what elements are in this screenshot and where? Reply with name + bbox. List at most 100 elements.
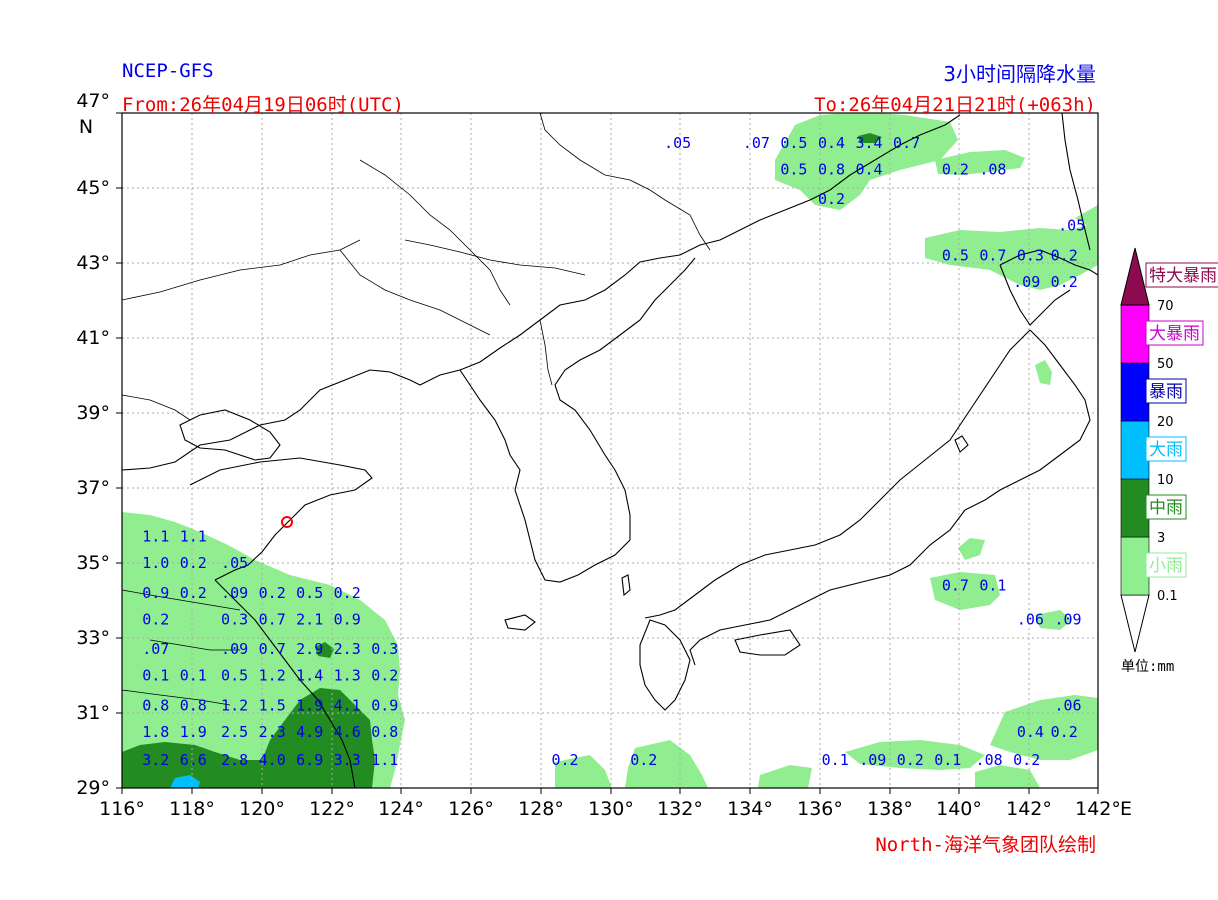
precip-value-label: 0.2 (142, 610, 169, 628)
precip-value-label: 0.2 (371, 667, 398, 685)
precip-value-label: 0.8 (180, 697, 207, 715)
lon-tick: 122° (309, 798, 355, 820)
legend-category: 大雨 (1145, 436, 1187, 462)
precip-value-label: 0.7 (259, 610, 286, 628)
coast-sado (954, 435, 969, 453)
lon-tick: 138° (867, 798, 913, 820)
lon-tick: 130° (588, 798, 634, 820)
lat-tick: 31° (76, 702, 110, 724)
moderate-area-ne (858, 133, 882, 143)
from-time: From:26年04月19日06时(UTC) (122, 94, 404, 116)
precip-value-label: 0.3 (221, 610, 248, 628)
lon-tick: 132° (657, 798, 703, 820)
border-russia-china (539, 113, 711, 251)
map-title: 3小时间隔降水量 (943, 62, 1096, 86)
lat-tick: 37° (76, 477, 110, 499)
lat-tick: 33° (76, 627, 110, 649)
precip-value-label: 0.2 (551, 751, 578, 769)
lon-tick: 126° (448, 798, 494, 820)
precip-value-label: 0.1 (979, 577, 1006, 595)
rain-area-south-5 (975, 765, 1040, 788)
coast-jeju (504, 614, 536, 631)
coast-russia-pacific (679, 114, 961, 256)
rain-area-sea (1035, 360, 1052, 385)
precip-value-label: 4.9 (296, 723, 323, 741)
precip-value-label: .05 (221, 554, 248, 572)
location-marker (281, 516, 293, 528)
precip-value-label: .07 (142, 640, 169, 658)
model-label: NCEP-GFS (122, 60, 214, 82)
precip-value-label: .06 (1054, 697, 1081, 715)
legend-category: 中雨 (1145, 494, 1187, 520)
precip-values: .05 .07 0.5 0.4 3.4 0.7 0.5 0.8 0.4 0.2 .08 0.2 .05 0… (142, 134, 1085, 769)
precip-value-label: 2.3 (334, 640, 361, 658)
legend-swatch-moderate (1120, 478, 1150, 538)
precip-value-label: 0.7 (259, 640, 286, 658)
lon-tick-labels: 116° 118° 120° 122° 124° 126° 128° 130° 132°… (99, 798, 1052, 820)
legend-category-label: 中雨 (1149, 498, 1183, 518)
precip-value-label: 0.5 (780, 134, 807, 152)
border-korea (539, 319, 553, 386)
legend-unit: 单位:mm (1121, 659, 1175, 675)
precip-value-label: 0.1 (180, 667, 207, 685)
legend-threshold: 3 (1157, 531, 1165, 546)
precip-value-label: 0.2 (897, 751, 924, 769)
rain-area-far-ne (1075, 205, 1098, 232)
lat-tick: 39° (76, 402, 110, 424)
precip-value-label: 0.2 (180, 584, 207, 602)
precip-value-label: .08 (979, 160, 1006, 178)
precip-value-label: 0.2 (630, 751, 657, 769)
legend-threshold: 0.1 (1157, 589, 1178, 604)
precip-value-label: 0.2 (180, 554, 207, 572)
precip-value-label: 0.9 (371, 697, 398, 715)
coast-tsushima (621, 574, 631, 597)
precip-value-label: 0.8 (818, 160, 845, 178)
legend-category-label: 暴雨 (1149, 382, 1183, 402)
precip-value-label: .05 (1058, 217, 1085, 235)
lon-unit: E (1120, 798, 1132, 820)
precip-value-label: .09 (221, 584, 248, 602)
legend-swatch-heavy (1120, 420, 1150, 480)
legend-swatch-light (1120, 536, 1150, 596)
precip-value-label: 0.2 (818, 190, 845, 208)
lon-tick: 116° (99, 798, 145, 820)
precip-value-label: 0.2 (334, 584, 361, 602)
legend-threshold: 70 (1157, 299, 1174, 314)
precip-value-label: 0.2 (942, 160, 969, 178)
lat-tick-labels: 47° 45° 43° 41° 39° 37° 35° 33° 31° 29° (76, 90, 110, 799)
precip-value-label: .09 (859, 751, 886, 769)
lat-tick: 41° (76, 327, 110, 349)
lon-tick: 120° (239, 798, 285, 820)
legend-category-label: 特大暴雨 (1149, 266, 1217, 286)
rain-area-south-4 (845, 740, 985, 770)
precip-value-label: 0.5 (780, 160, 807, 178)
precip-value-label: 1.9 (180, 723, 207, 741)
coast-china-north (122, 254, 681, 471)
coast-honshu-north (964, 329, 1091, 511)
legend-swatch-rainstorm (1120, 362, 1150, 422)
precip-value-label: 0.5 (942, 247, 969, 265)
legend-threshold: 10 (1157, 473, 1174, 488)
precip-value-label: 0.5 (296, 584, 323, 602)
lat-tick: 29° (76, 777, 110, 799)
precip-value-label: 0.1 (142, 667, 169, 685)
precip-value-label: 0.1 (822, 751, 849, 769)
coast-honshu-pacific (689, 509, 966, 666)
legend-min-triangle (1120, 594, 1150, 653)
lon-last-tick: 142° (1075, 798, 1121, 820)
precip-value-label: 4.1 (334, 697, 361, 715)
credit-label: North-海洋气象团队绘制 (875, 834, 1096, 856)
legend-colorbar (1120, 247, 1150, 653)
coast-shandong (189, 457, 373, 581)
precip-value-label: 1.9 (296, 697, 323, 715)
legend-swatch-heavy-rainstorm (1120, 304, 1150, 364)
precip-value-label: 0.8 (142, 697, 169, 715)
precip-value-label: 0.2 (1051, 273, 1078, 291)
legend-category-label: 大暴雨 (1149, 324, 1200, 344)
precip-value-label: 0.4 (855, 160, 882, 178)
precip-value-label: 6.6 (180, 751, 207, 769)
precip-value-label: 0.7 (893, 134, 920, 152)
precip-value-label: 0.7 (979, 247, 1006, 265)
lon-tick: 124° (378, 798, 424, 820)
lon-tick: 142° (1006, 798, 1052, 820)
